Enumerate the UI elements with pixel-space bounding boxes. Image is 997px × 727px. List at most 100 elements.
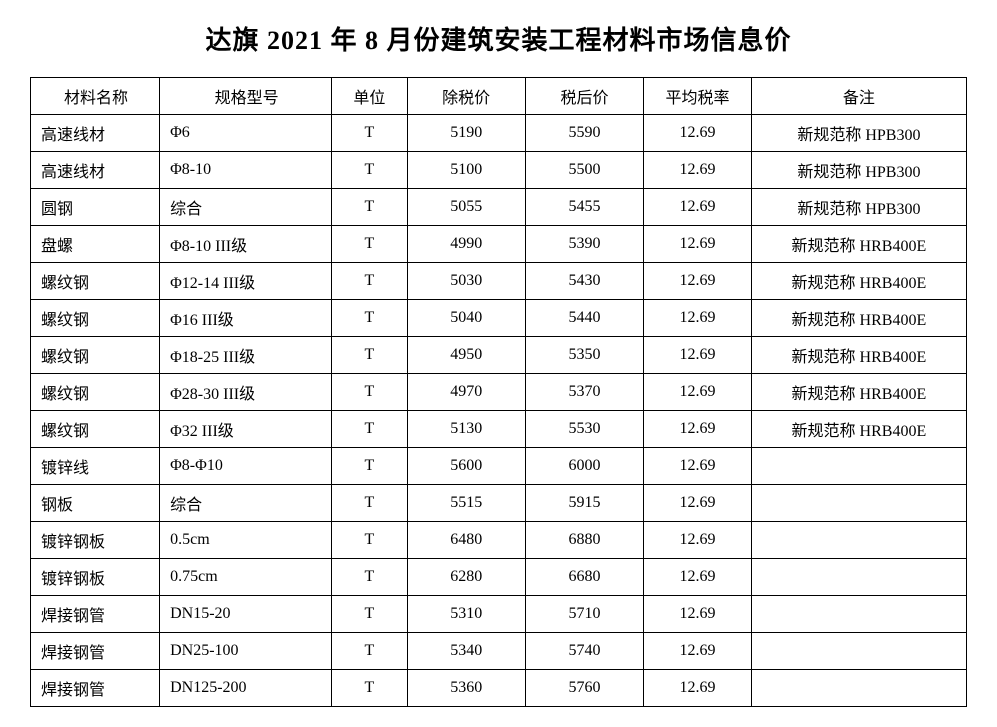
cell-remark: 新规范称 HPB300 — [751, 189, 966, 226]
cell-name: 螺纹钢 — [31, 411, 160, 448]
cell-name: 螺纹钢 — [31, 337, 160, 374]
cell-posttax: 5455 — [525, 189, 643, 226]
cell-name: 螺纹钢 — [31, 374, 160, 411]
cell-spec: 综合 — [160, 189, 332, 226]
cell-rate: 12.69 — [644, 670, 752, 707]
cell-rate: 12.69 — [644, 559, 752, 596]
col-header-rate: 平均税率 — [644, 78, 752, 115]
table-body: 高速线材Φ6T5190559012.69新规范称 HPB300高速线材Φ8-10… — [31, 115, 967, 707]
cell-spec: Φ8-10 III级 — [160, 226, 332, 263]
cell-name: 螺纹钢 — [31, 300, 160, 337]
cell-posttax: 5590 — [525, 115, 643, 152]
cell-unit: T — [332, 522, 407, 559]
cell-rate: 12.69 — [644, 633, 752, 670]
cell-posttax: 5370 — [525, 374, 643, 411]
cell-spec: 0.5cm — [160, 522, 332, 559]
cell-spec: Φ18-25 III级 — [160, 337, 332, 374]
cell-pretax: 4950 — [407, 337, 525, 374]
cell-rate: 12.69 — [644, 263, 752, 300]
cell-rate: 12.69 — [644, 596, 752, 633]
cell-rate: 12.69 — [644, 411, 752, 448]
cell-posttax: 5710 — [525, 596, 643, 633]
cell-spec: Φ16 III级 — [160, 300, 332, 337]
cell-rate: 12.69 — [644, 226, 752, 263]
cell-spec: 综合 — [160, 485, 332, 522]
col-header-posttax: 税后价 — [525, 78, 643, 115]
cell-remark: 新规范称 HPB300 — [751, 115, 966, 152]
cell-unit: T — [332, 559, 407, 596]
cell-name: 圆钢 — [31, 189, 160, 226]
cell-rate: 12.69 — [644, 374, 752, 411]
cell-pretax: 5310 — [407, 596, 525, 633]
cell-unit: T — [332, 596, 407, 633]
cell-remark — [751, 670, 966, 707]
table-row: 螺纹钢Φ32 III级T5130553012.69新规范称 HRB400E — [31, 411, 967, 448]
cell-unit: T — [332, 670, 407, 707]
cell-posttax: 5915 — [525, 485, 643, 522]
cell-posttax: 6880 — [525, 522, 643, 559]
cell-pretax: 5190 — [407, 115, 525, 152]
cell-posttax: 5760 — [525, 670, 643, 707]
table-header-row: 材料名称 规格型号 单位 除税价 税后价 平均税率 备注 — [31, 78, 967, 115]
cell-pretax: 5100 — [407, 152, 525, 189]
cell-spec: DN25-100 — [160, 633, 332, 670]
cell-pretax: 5515 — [407, 485, 525, 522]
table-row: 盘螺Φ8-10 III级T4990539012.69新规范称 HRB400E — [31, 226, 967, 263]
cell-pretax: 5360 — [407, 670, 525, 707]
table-row: 螺纹钢Φ28-30 III级T4970537012.69新规范称 HRB400E — [31, 374, 967, 411]
cell-posttax: 5350 — [525, 337, 643, 374]
col-header-name: 材料名称 — [31, 78, 160, 115]
cell-pretax: 4970 — [407, 374, 525, 411]
col-header-pretax: 除税价 — [407, 78, 525, 115]
cell-rate: 12.69 — [644, 115, 752, 152]
cell-name: 焊接钢管 — [31, 670, 160, 707]
cell-posttax: 5430 — [525, 263, 643, 300]
cell-remark — [751, 596, 966, 633]
cell-spec: Φ12-14 III级 — [160, 263, 332, 300]
cell-name: 焊接钢管 — [31, 633, 160, 670]
cell-spec: Φ32 III级 — [160, 411, 332, 448]
cell-name: 高速线材 — [31, 152, 160, 189]
table-row: 镀锌线Φ8-Φ10T5600600012.69 — [31, 448, 967, 485]
cell-rate: 12.69 — [644, 522, 752, 559]
cell-rate: 12.69 — [644, 300, 752, 337]
cell-pretax: 5030 — [407, 263, 525, 300]
cell-name: 镀锌线 — [31, 448, 160, 485]
cell-spec: Φ28-30 III级 — [160, 374, 332, 411]
cell-pretax: 6480 — [407, 522, 525, 559]
cell-remark — [751, 485, 966, 522]
table-row: 焊接钢管DN25-100T5340574012.69 — [31, 633, 967, 670]
cell-posttax: 5530 — [525, 411, 643, 448]
cell-spec: Φ8-Φ10 — [160, 448, 332, 485]
cell-posttax: 6000 — [525, 448, 643, 485]
cell-unit: T — [332, 337, 407, 374]
table-row: 高速线材Φ6T5190559012.69新规范称 HPB300 — [31, 115, 967, 152]
cell-remark — [751, 448, 966, 485]
cell-name: 镀锌钢板 — [31, 522, 160, 559]
cell-posttax: 5500 — [525, 152, 643, 189]
cell-posttax: 5740 — [525, 633, 643, 670]
cell-pretax: 4990 — [407, 226, 525, 263]
cell-name: 螺纹钢 — [31, 263, 160, 300]
cell-pretax: 5130 — [407, 411, 525, 448]
col-header-unit: 单位 — [332, 78, 407, 115]
cell-remark: 新规范称 HRB400E — [751, 263, 966, 300]
cell-remark: 新规范称 HPB300 — [751, 152, 966, 189]
cell-unit: T — [332, 485, 407, 522]
col-header-remark: 备注 — [751, 78, 966, 115]
cell-unit: T — [332, 448, 407, 485]
table-row: 镀锌钢板0.75cmT6280668012.69 — [31, 559, 967, 596]
cell-remark — [751, 633, 966, 670]
cell-remark: 新规范称 HRB400E — [751, 374, 966, 411]
cell-pretax: 5600 — [407, 448, 525, 485]
cell-unit: T — [332, 411, 407, 448]
cell-remark: 新规范称 HRB400E — [751, 300, 966, 337]
cell-name: 镀锌钢板 — [31, 559, 160, 596]
cell-unit: T — [332, 115, 407, 152]
cell-remark: 新规范称 HRB400E — [751, 411, 966, 448]
table-row: 焊接钢管DN125-200T5360576012.69 — [31, 670, 967, 707]
cell-rate: 12.69 — [644, 485, 752, 522]
table-row: 螺纹钢Φ12-14 III级T5030543012.69新规范称 HRB400E — [31, 263, 967, 300]
cell-remark — [751, 559, 966, 596]
cell-posttax: 6680 — [525, 559, 643, 596]
